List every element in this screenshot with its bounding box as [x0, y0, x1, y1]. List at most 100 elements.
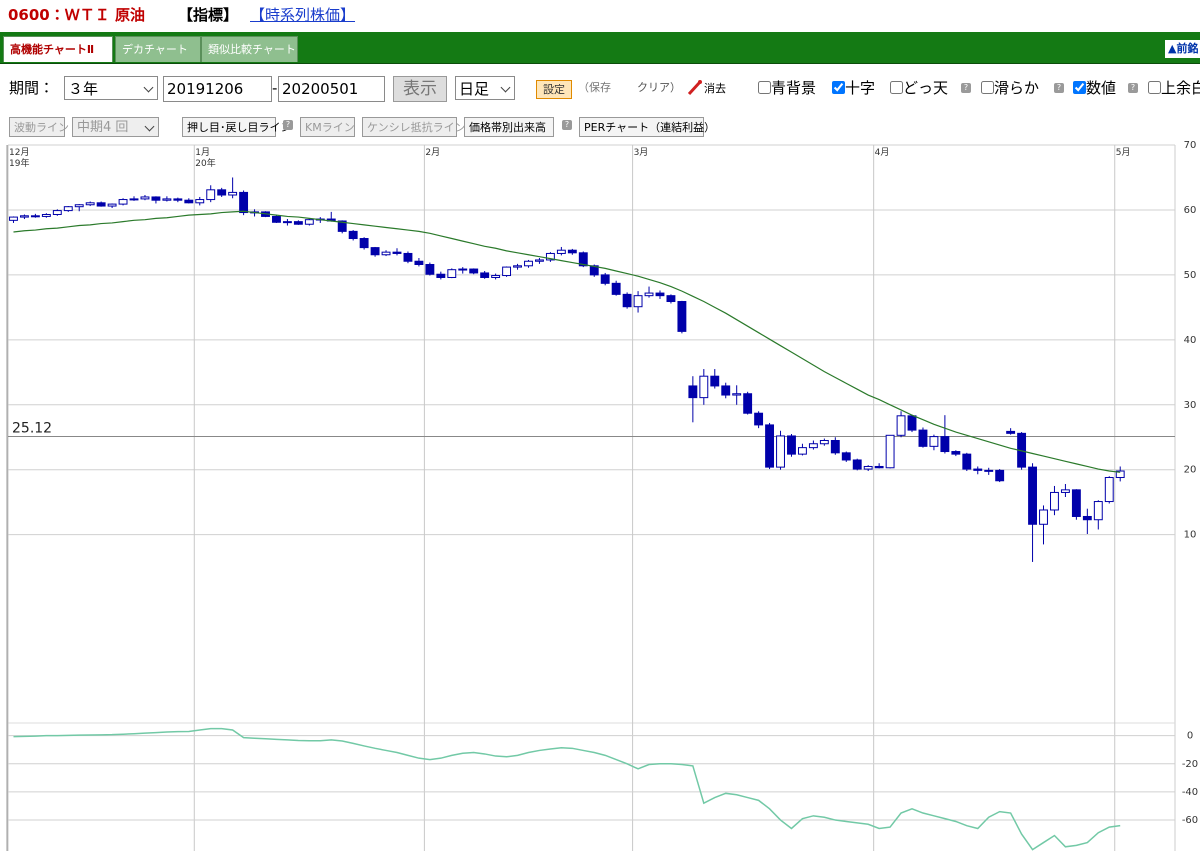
option[interactable]: 十字 [832, 76, 875, 100]
candle-body [896, 415, 906, 436]
help-icon[interactable]: ? [961, 83, 971, 93]
candle-body [524, 260, 533, 267]
y-tick-label: 40 [1184, 335, 1197, 346]
candle-body [973, 468, 983, 471]
help-icon[interactable]: ? [1054, 83, 1064, 93]
candle-body [743, 393, 753, 414]
option[interactable]: 上余白 [1148, 76, 1200, 100]
candle-body [85, 202, 95, 206]
candle-body [491, 275, 501, 278]
period-value: ３年 [68, 80, 99, 98]
candle-body [502, 266, 512, 277]
help-icon[interactable]: ? [1128, 83, 1138, 93]
candle-body [425, 263, 435, 275]
show-button[interactable]: 表示 [393, 76, 447, 102]
candle-body [545, 252, 555, 261]
candle-body [556, 249, 566, 254]
settings-button[interactable]: 設定 [536, 80, 572, 99]
help-icon[interactable]: ? [562, 120, 572, 130]
end-input[interactable]: 20200501 [278, 76, 385, 102]
option-label: 滑らか [994, 79, 1040, 97]
candle-body [644, 292, 654, 297]
tab[interactable]: 類似比較チャート [201, 36, 298, 62]
option[interactable]: 数値 [1073, 76, 1116, 100]
option[interactable]: 滑らか [981, 76, 1039, 100]
checkbox[interactable] [1073, 81, 1086, 94]
volume-profile-button[interactable]: 価格帯別出来高 [464, 117, 554, 137]
candle-body [578, 252, 588, 267]
candle-body [52, 210, 62, 215]
start-input[interactable]: 20191206 [163, 76, 272, 102]
erase-button[interactable]: 消去 [704, 82, 726, 95]
y-tick-label: 50 [1184, 270, 1197, 281]
checkbox[interactable] [832, 81, 845, 94]
candle-body [633, 295, 643, 308]
candle-body [304, 219, 314, 225]
pushback-button[interactable]: 押し目･戻し目ライン [182, 117, 292, 137]
candle-body [458, 268, 468, 271]
candle-body [1028, 466, 1037, 525]
history-link[interactable]: 【時系列株価】 [250, 6, 356, 24]
x-tick-sublabel: 19年 [9, 157, 29, 169]
x-tick-label: 5月 [1116, 147, 1131, 158]
checkbox[interactable] [1148, 81, 1161, 94]
reference-label: 25.12 [12, 420, 52, 436]
checkbox[interactable] [981, 81, 994, 94]
candle-body [830, 439, 840, 454]
candle-body [984, 469, 994, 472]
candle-body [348, 230, 358, 240]
candle-body [447, 269, 457, 278]
interval-value: 日足 [459, 80, 490, 98]
candle-body [9, 216, 18, 221]
tab[interactable]: デカチャート [115, 36, 201, 62]
candle-body [359, 238, 369, 249]
wave-button[interactable]: 波動ライン [9, 117, 69, 137]
option[interactable]: どっ天 [890, 76, 948, 100]
candle-body [41, 213, 51, 217]
prev-button[interactable]: ▲前銘 [1165, 40, 1200, 58]
candle-body [162, 198, 172, 201]
candle-body [436, 273, 446, 278]
candle-body [293, 221, 303, 225]
indicator-label: 【指標】 [178, 6, 239, 24]
candle-body [655, 292, 665, 297]
term-value: 中期4 回 [77, 120, 129, 135]
candle-body [885, 434, 895, 469]
option-label: 十字 [845, 79, 876, 97]
candle-body [918, 429, 928, 447]
candle-body [1093, 501, 1103, 521]
checkbox[interactable] [758, 81, 771, 94]
candle-body [1060, 489, 1070, 493]
interval-select[interactable]: 日足 [455, 76, 515, 100]
km-button[interactable]: KMライン [300, 117, 355, 137]
candle-body [666, 295, 676, 303]
candle-body [1104, 477, 1114, 503]
candle-body [173, 198, 183, 201]
option[interactable]: 青背景 [758, 76, 816, 100]
term-select[interactable]: 中期4 回 [72, 117, 159, 137]
y-tick-label: 60 [1184, 205, 1197, 216]
kenshire-button[interactable]: ケンシレ抵抗ライン [362, 117, 466, 137]
y-tick-label: 20 [1184, 465, 1197, 476]
tab[interactable]: 高機能チャートⅡ [3, 36, 113, 62]
x-tick-sublabel: 20年 [195, 157, 215, 169]
candle-body [1039, 509, 1048, 525]
help-icon[interactable]: ? [283, 120, 293, 130]
candle-body [907, 415, 917, 431]
clear-button[interactable]: クリア） [637, 81, 681, 94]
candle-body [863, 465, 873, 470]
save-button[interactable]: （保存 [578, 81, 611, 94]
candle-body [228, 191, 238, 196]
period-select[interactable]: ３年 [64, 76, 158, 100]
candle-body [107, 203, 117, 207]
candle-body [995, 469, 1005, 482]
candle-body [63, 206, 73, 212]
candle-body [852, 459, 862, 470]
checkbox[interactable] [890, 81, 903, 94]
candle-body [567, 249, 577, 254]
candle-body [469, 268, 479, 274]
per-button[interactable]: PERチャート（連結利益） [579, 117, 715, 137]
candle-body [513, 265, 522, 268]
